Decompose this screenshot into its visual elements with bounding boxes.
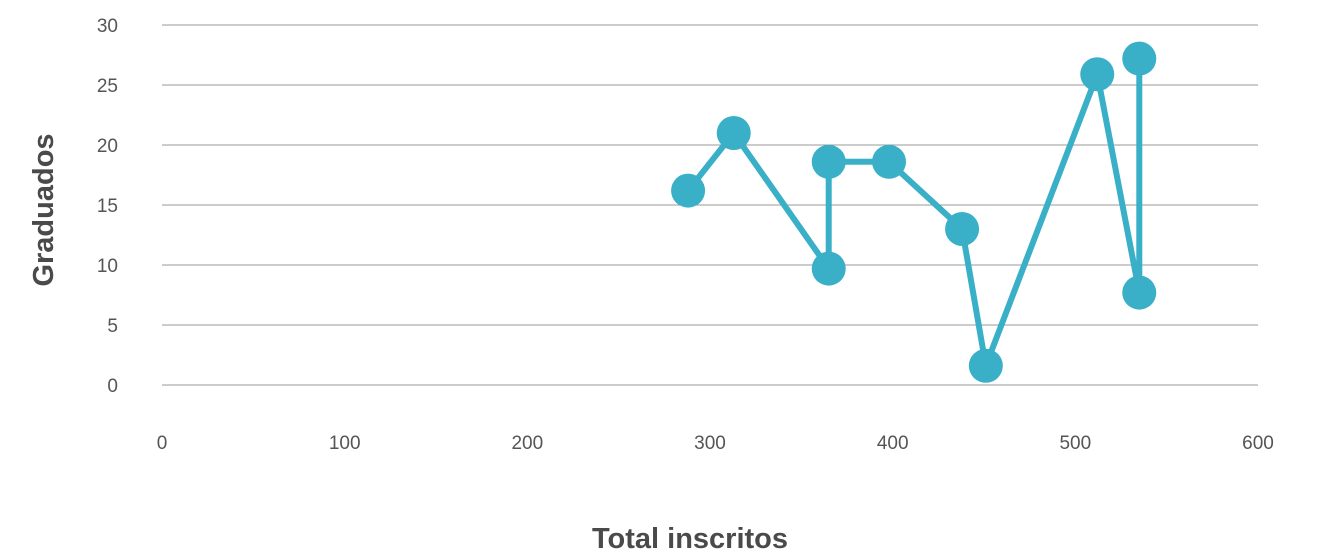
y-tick-label: 25 bbox=[97, 76, 118, 97]
series-line bbox=[685, 55, 1143, 369]
y-tick-label: 10 bbox=[97, 256, 118, 277]
data-point bbox=[1080, 57, 1115, 92]
x-tick-label: 300 bbox=[694, 433, 726, 454]
y-tick-label: 20 bbox=[97, 136, 118, 157]
data-point bbox=[671, 173, 706, 208]
data-points bbox=[671, 41, 1157, 383]
data-point bbox=[968, 348, 1003, 383]
data-point bbox=[1122, 41, 1157, 76]
x-tick-label: 600 bbox=[1242, 433, 1274, 454]
x-tick-label: 0 bbox=[157, 433, 168, 454]
x-tick-label: 200 bbox=[511, 433, 543, 454]
y-tick-label: 5 bbox=[107, 316, 118, 337]
data-point bbox=[811, 251, 846, 286]
gridlines bbox=[162, 24, 1258, 386]
data-point bbox=[716, 116, 751, 150]
y-tick-label: 15 bbox=[97, 196, 118, 217]
x-tick-label: 400 bbox=[877, 433, 909, 454]
y-axis-ticks: 0 5 10 15 20 25 30 bbox=[97, 16, 118, 397]
x-axis-title: Total inscritos bbox=[592, 523, 788, 555]
data-point bbox=[811, 144, 846, 179]
x-tick-label: 100 bbox=[329, 433, 361, 454]
data-point bbox=[1122, 275, 1157, 310]
data-point bbox=[872, 144, 907, 179]
y-tick-label: 0 bbox=[107, 376, 118, 397]
x-axis-ticks: 0 100 200 300 400 500 600 bbox=[157, 433, 1274, 454]
y-tick-label: 30 bbox=[97, 16, 118, 37]
data-point bbox=[945, 212, 980, 246]
series-line-0 bbox=[685, 55, 1143, 369]
x-tick-label: 500 bbox=[1059, 433, 1091, 454]
y-axis-title: Graduados bbox=[28, 133, 60, 286]
